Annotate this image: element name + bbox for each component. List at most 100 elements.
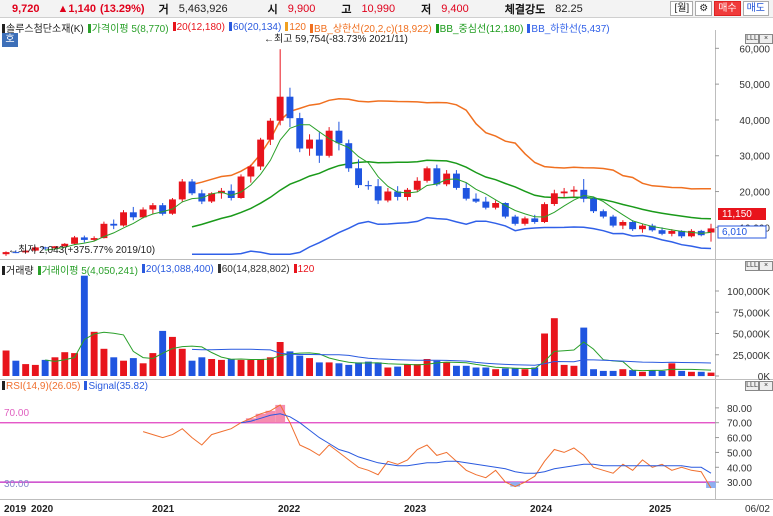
moving-averages [45,124,712,251]
rsi-axis: 80.00 70.00 60.00 50.00 40.00 30.00 [715,404,752,489]
price-tick-label: 30,000 [739,152,770,163]
high-label: 고 [341,3,352,16]
price-tag-bottom [717,225,767,239]
legend-bb-mid: BB_중심선(12,180) [435,20,523,35]
candle-body [149,205,157,210]
volume-bar [541,333,548,376]
low-value: 9,400 [441,2,469,15]
price-tag-top-label: 11,150 [722,209,752,220]
volume-bar [188,360,196,376]
candle-body [570,189,578,192]
volume-bar [511,368,519,376]
candle-body [188,181,196,194]
candle-body [100,223,108,239]
volume-bar [325,362,333,376]
candle-body [688,230,695,237]
volume-bar [31,364,39,376]
rsi-oversold-fill [706,482,716,488]
buy-button[interactable]: 매수 [714,1,741,16]
strength-label: 체결강도 [504,3,546,16]
candle-body [169,199,176,214]
rsi-pane-button[interactable]: LLL [745,381,759,391]
legend-vol-ma5: 거래이평 5(4,050,241) [37,262,138,277]
volume-bar [90,331,98,376]
price-tick-label: 20,000 [739,188,770,199]
candle-body [355,168,362,186]
candle-body [41,247,49,249]
volume-bar [61,352,69,376]
legend-bb-upper: BB_상한선(20,2,c)(18,922) [310,20,432,35]
year-label: 2024 [530,504,553,515]
price-change: ▲1,140 [57,2,96,15]
price-pane-close[interactable]: × [759,34,773,44]
volume-bar [178,348,186,376]
candle-body [384,191,392,201]
current-price: 9,720 [12,2,40,15]
rsi-tick-label: 30.00 [727,478,752,489]
rsi-overbought-fill [275,404,286,423]
volume-pane-close[interactable]: × [759,261,773,271]
rsi-tick-label: 70.00 [727,419,752,430]
volume-bar [315,362,323,376]
volume-bars [2,275,715,377]
volume-bar [384,367,392,376]
price-tick-label: 60,000 [739,44,770,55]
price-tick-label: 10,000 [739,223,770,234]
candle-body [266,120,274,140]
volume-label: 거 [158,3,169,16]
rsi-tick-label: 60.00 [727,434,752,445]
candle-body [413,180,421,190]
volume-bar [237,359,245,376]
hoga-button[interactable]: 호 [2,33,18,47]
candle-body [315,139,323,156]
high-value: 10,990 [361,2,396,15]
candle-body [296,118,304,149]
rsi-pane-close[interactable]: × [759,381,773,391]
legend-rsi: RSI(14,9)(26.05) [2,381,80,392]
volume-pane-button[interactable]: LLL [745,261,759,271]
candle-body [678,230,686,237]
open-value: 9,900 [287,2,316,15]
candle-body [423,168,431,181]
legend-ma120: 120 [285,22,306,33]
price-tick-label: 50,000 [739,80,770,91]
candle-body [482,201,490,208]
candle-body [609,216,617,226]
volume-bar [286,351,294,376]
candle-body [707,228,715,233]
volume-bar [345,364,353,376]
candle-body [521,218,529,224]
rsi-legend: RSI(14,9)(26.05) Signal(35.82) [2,381,148,392]
price-change-pct: (13.29%) [99,2,145,15]
sell-button[interactable]: 매도 [742,1,769,16]
legend-bb-lower: BB_하한선(5,437) [527,20,610,35]
candle-body [394,191,402,197]
candle-body [198,193,206,202]
price-legend: 솔루스첨단소재(K) 가격이평 5(8,770) 20(12,180) 60(2… [2,20,610,35]
volume-bar [580,327,588,376]
volume-tick-label: 25,000K [733,351,771,362]
rsi-overbought-fill [245,418,256,423]
volume-bar [2,350,10,376]
volume-bar [12,360,20,376]
gear-icon[interactable]: ⚙ [695,1,713,16]
candle-body [599,211,607,217]
candle-body [306,139,313,149]
period-button[interactable]: [월] [670,1,694,16]
price-pane-button[interactable]: LLL [745,34,759,44]
volume-bar [531,367,539,376]
candle-body [31,247,39,251]
candle-body [129,212,137,218]
volume-value: 5,463,926 [178,2,228,15]
candle-body [462,188,470,199]
volume-bar [590,369,597,376]
volume-bar [110,357,118,376]
volume-tick-label: 100,000K [727,287,770,298]
price-tick-label: 40,000 [739,116,770,127]
candle-body [550,193,558,204]
candle-body [541,204,548,222]
rsi-line [142,404,712,489]
rsi-tick-label: 40.00 [727,463,752,474]
candle-body [120,212,127,226]
